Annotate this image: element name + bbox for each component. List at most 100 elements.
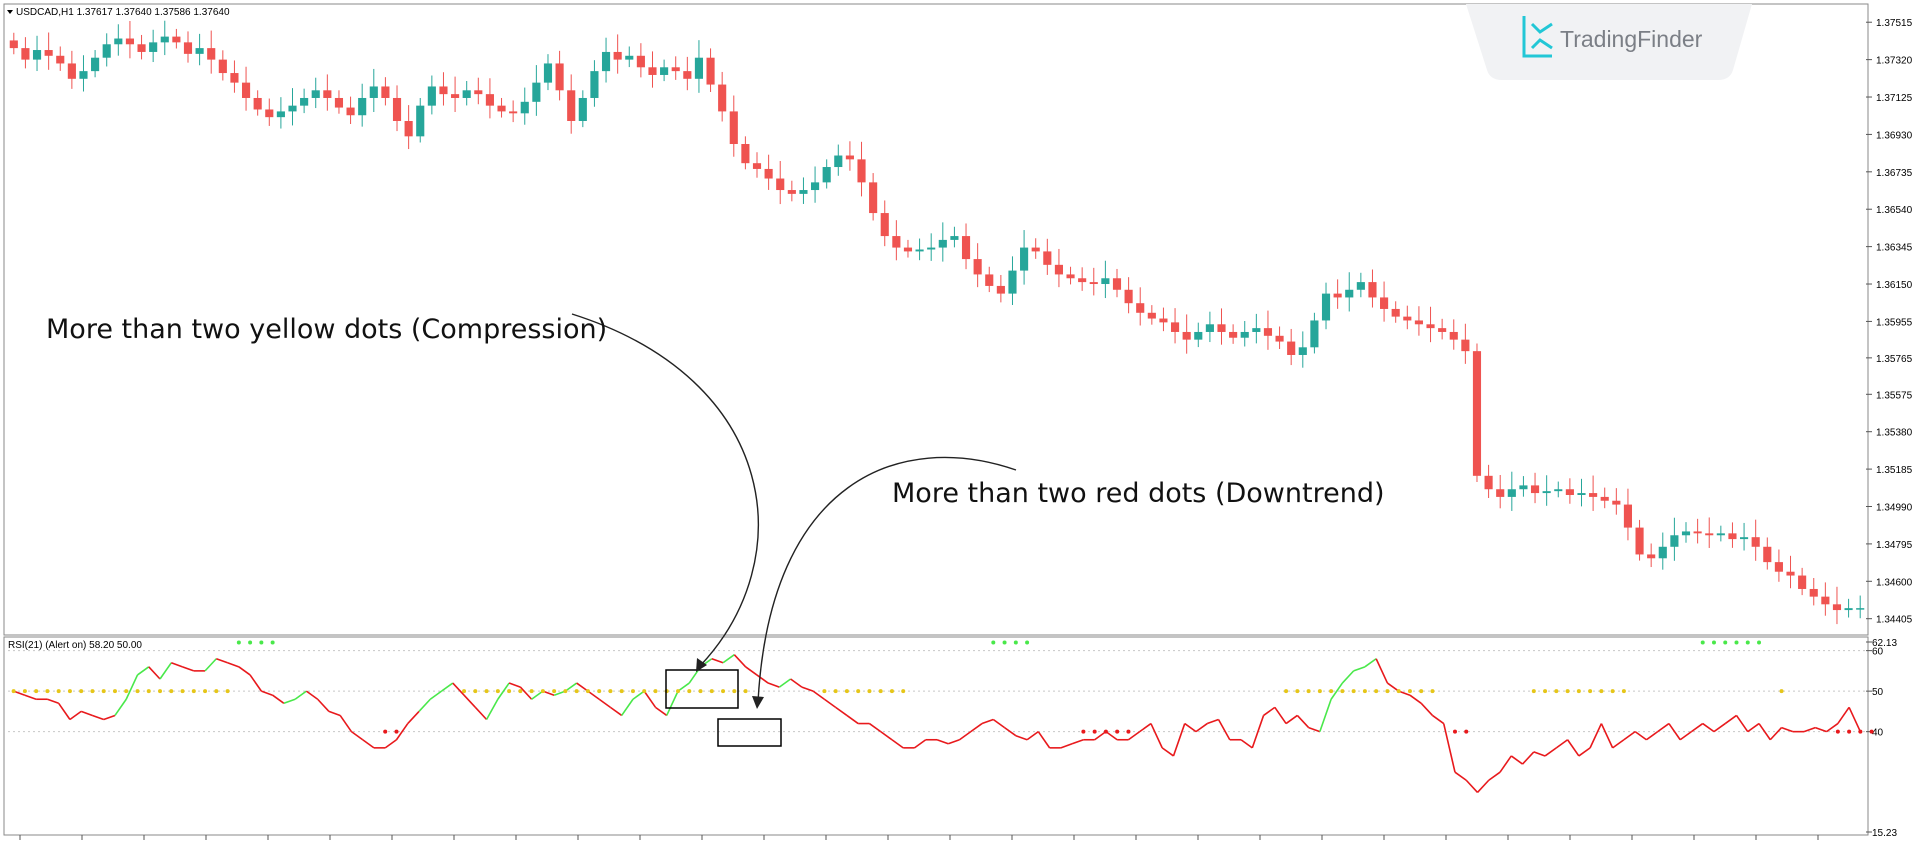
alert-dot: [112, 689, 117, 694]
candle: [172, 28, 181, 49]
rsi-segment: [1139, 722, 1152, 733]
candle: [985, 266, 994, 293]
rsi-segment: [812, 690, 825, 700]
candle: [1809, 578, 1818, 606]
candle: [1333, 279, 1342, 309]
candle: [903, 239, 913, 258]
candle: [1205, 311, 1214, 343]
alert-dot: [698, 689, 703, 694]
rsi-segment: [992, 718, 1006, 729]
alert-dot: [1306, 689, 1311, 694]
rsi-segment: [970, 722, 983, 733]
candle: [56, 46, 65, 71]
rsi-segment: [1161, 747, 1174, 757]
rsi-tick-label: 40: [1872, 728, 1884, 739]
candle: [218, 50, 227, 81]
rsi-segment: [1657, 722, 1670, 733]
candle: [32, 35, 42, 72]
candle: [1321, 282, 1331, 330]
candle: [462, 80, 471, 106]
rsi-segment: [339, 714, 353, 733]
price-tick-label: 1.34600: [1876, 577, 1913, 588]
candle: [950, 226, 959, 248]
rsi-segment: [1285, 714, 1298, 725]
rsi-segment: [632, 690, 645, 700]
candles: [9, 20, 1865, 625]
alert-dot: [248, 640, 253, 645]
rsi-segment: [1037, 731, 1051, 749]
candle: [1101, 260, 1110, 299]
candle: [485, 78, 494, 119]
candle: [834, 144, 843, 176]
candle: [1484, 464, 1493, 499]
alert-dot: [563, 689, 568, 694]
candle: [1275, 326, 1284, 350]
alert-dot: [1723, 640, 1728, 645]
alert-dot: [676, 689, 681, 694]
candle: [1403, 305, 1412, 330]
rsi-segment: [508, 682, 521, 688]
rsi-segment: [182, 666, 195, 672]
alert-dot: [1576, 689, 1581, 694]
candle: [311, 77, 320, 109]
candle: [1844, 598, 1853, 618]
candle: [892, 220, 901, 261]
alert-dot: [1464, 729, 1469, 734]
rsi-segment: [137, 666, 150, 676]
candle: [1589, 475, 1598, 511]
alert-dot: [214, 689, 219, 694]
candle: [125, 20, 134, 59]
candle: [752, 152, 762, 178]
rsi-segment: [1026, 731, 1039, 741]
candle: [625, 46, 634, 68]
symbol-dropdown-icon[interactable]: [7, 10, 13, 14]
candle: [1507, 471, 1516, 511]
candle: [660, 59, 669, 82]
alert-dot: [709, 689, 714, 694]
price-tick-label: 1.36735: [1876, 168, 1913, 179]
alert-dot: [518, 689, 523, 694]
rsi-segment: [1420, 702, 1434, 716]
rsi-segment: [1510, 755, 1524, 765]
candle: [1124, 277, 1133, 314]
candle: [1681, 522, 1691, 543]
rsi-segment: [1296, 714, 1310, 729]
rsi-segment: [1105, 731, 1118, 741]
candle: [869, 173, 878, 221]
rsi-segment: [1747, 722, 1760, 733]
rsi-segment: [959, 731, 972, 741]
candle: [1774, 549, 1783, 582]
candle: [683, 56, 692, 91]
rsi-segment: [1353, 666, 1366, 672]
candle: [799, 177, 808, 204]
candle: [601, 37, 611, 83]
alert-dot: [844, 689, 849, 694]
price-tick-label: 1.34990: [1876, 502, 1913, 513]
rsi-segment: [1442, 723, 1456, 773]
alert-dot: [1588, 689, 1593, 694]
candle: [1020, 230, 1029, 285]
candle: [1112, 268, 1122, 298]
rsi-segment: [362, 739, 375, 749]
alert-dot: [1599, 689, 1604, 694]
compression-arrow: [571, 313, 759, 667]
candle: [532, 65, 541, 116]
rsi-segment: [80, 710, 93, 717]
candle: [1031, 238, 1040, 259]
rsi-segment: [92, 714, 104, 721]
candle: [9, 32, 18, 55]
candle: [822, 159, 831, 189]
alert-dot: [79, 689, 84, 694]
candle: [1147, 305, 1156, 325]
candle: [1496, 474, 1505, 509]
alert-dot: [574, 689, 579, 694]
candle: [938, 222, 947, 262]
alert-dot: [180, 689, 185, 694]
price-title: USDCAD,H1 1.37617 1.37640 1.37586 1.3764…: [16, 7, 230, 18]
candle: [787, 180, 796, 202]
candle: [741, 136, 750, 170]
candle: [1170, 308, 1180, 344]
rsi-segment: [914, 739, 927, 749]
rsi-segment: [395, 723, 409, 741]
